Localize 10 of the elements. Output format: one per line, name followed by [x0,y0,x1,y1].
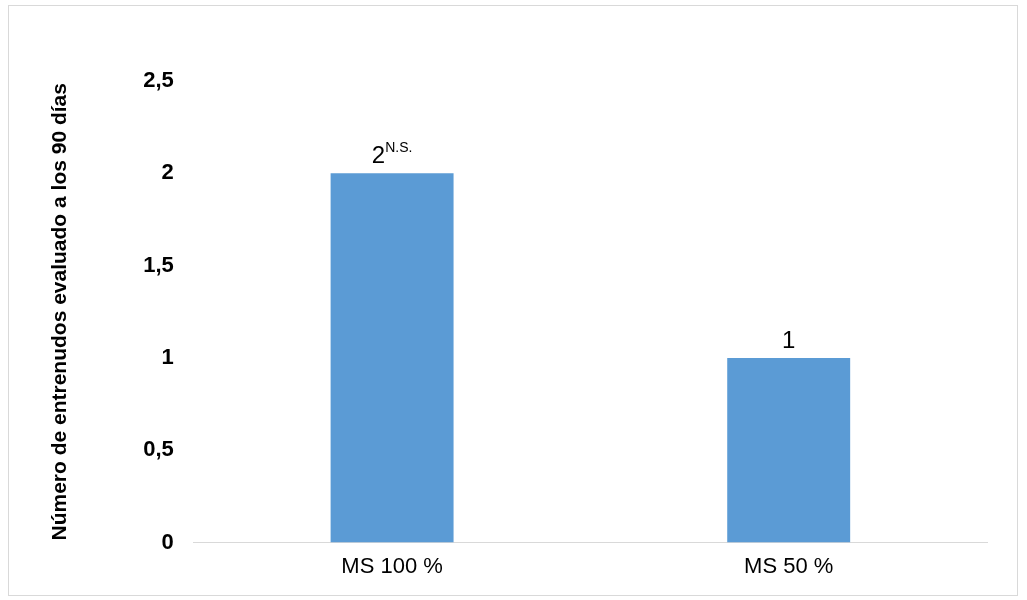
y-tick-label: 0,5 [143,436,174,462]
x-tick-label: MS 50 % [744,552,834,578]
y-tick-label: 2,5 [143,67,174,93]
y-tick-label: 2 [161,159,174,185]
y-tick-label: 0 [161,528,174,554]
y-tick-label: 1 [161,344,174,370]
x-tick-label: MS 100 % [341,552,443,578]
data-label: 1 [782,325,796,353]
y-axis-title: Número de entrenudos evaluado a los 90 días [47,83,71,541]
y-tick-label: 1,5 [143,251,174,277]
